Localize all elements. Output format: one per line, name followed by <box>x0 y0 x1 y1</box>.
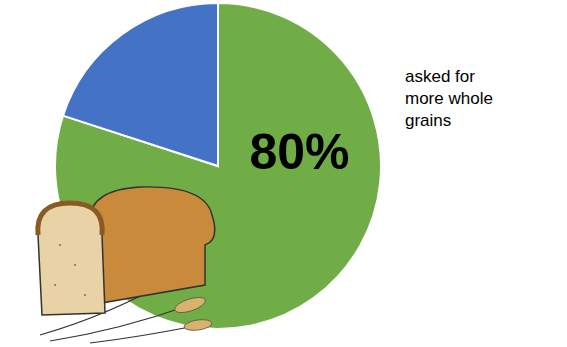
html-text:grains: grains <box>405 111 452 130</box>
svg-text:80%: 80% <box>249 124 349 180</box>
html-text:asked for: asked for <box>405 67 475 86</box>
html-text:more whole: more whole <box>405 89 493 108</box>
